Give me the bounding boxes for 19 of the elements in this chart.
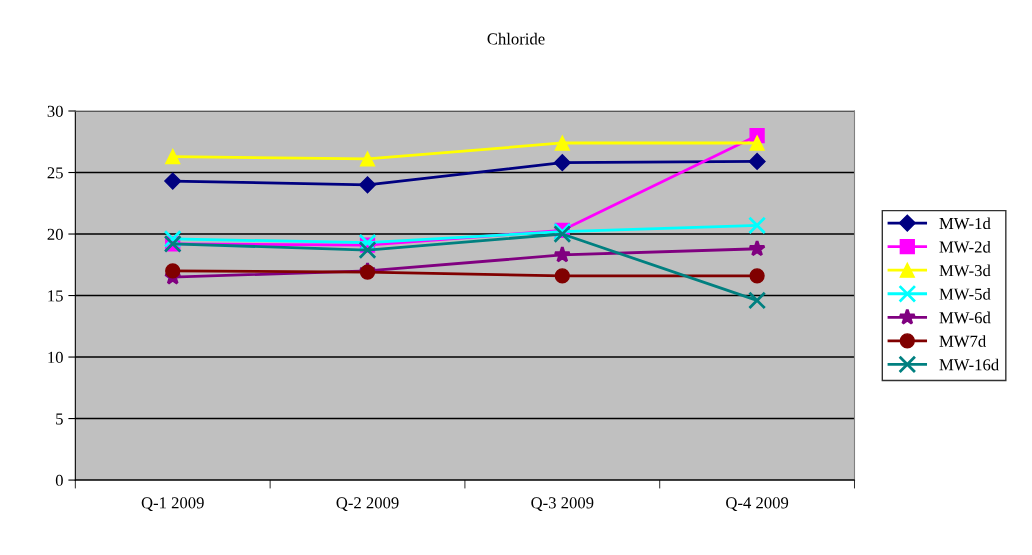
legend-label: MW-3d: [939, 264, 991, 277]
y-tick-label: 0: [55, 474, 63, 487]
y-tick-label: 20: [47, 228, 63, 240]
x-tick-label: Q-1 2009: [141, 497, 204, 512]
y-tick-label: 5: [56, 413, 63, 425]
chart-title: Chloride: [487, 32, 545, 45]
legend-label: MW7d: [939, 335, 986, 347]
x-tick-label: Q-3 2009: [531, 497, 594, 512]
legend-label: MW-5d: [939, 288, 991, 300]
legend-label: MW-6d: [939, 311, 991, 324]
y-tick-label: 15: [48, 290, 63, 302]
y-tick-label: 30: [47, 105, 63, 117]
legend-label: MW-16d: [939, 358, 999, 371]
x-tick-label: Q-2 2009: [336, 497, 399, 512]
legend-label: MW-1d: [939, 217, 991, 230]
x-tick-label: Q-4 2009: [726, 497, 789, 512]
legend-label: MW-2d: [939, 240, 991, 253]
y-tick-label: 25: [47, 167, 63, 179]
y-tick-label: 10: [48, 351, 63, 363]
